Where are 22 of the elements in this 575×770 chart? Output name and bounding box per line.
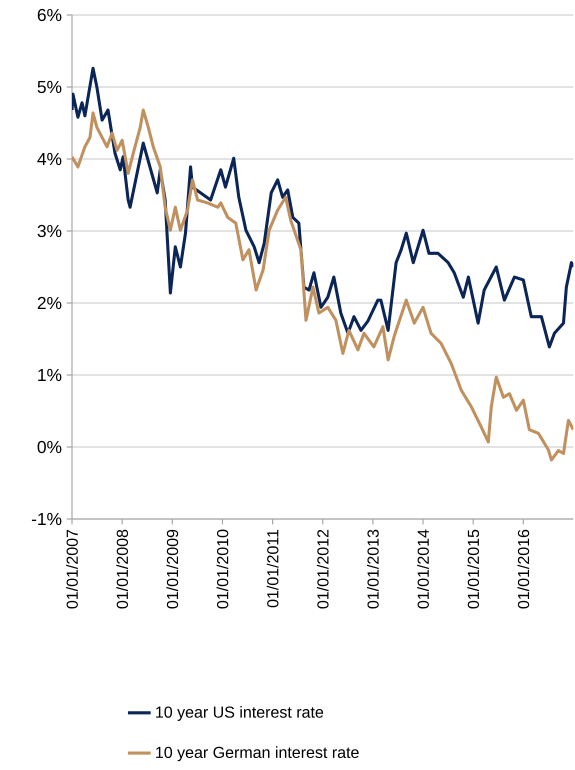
legend-label: 10 year German interest rate: [156, 746, 359, 762]
x-tick-label: 01/01/2010: [216, 530, 228, 608]
y-tick-label: 3%: [38, 224, 62, 238]
y-tick-label: 5%: [38, 80, 62, 94]
y-tick-label: 1%: [38, 368, 62, 382]
y-tick-label: 6%: [38, 8, 62, 22]
x-tick-label: 01/01/2014: [417, 530, 429, 608]
x-tick-label: 01/01/2008: [116, 530, 128, 608]
y-tick-label: -1%: [32, 512, 62, 526]
x-tick-label: 01/01/2011: [266, 530, 278, 608]
x-tick-label: 01/01/2007: [66, 530, 78, 608]
line-series: [72, 108, 574, 462]
x-tick-label: 01/01/2013: [367, 530, 379, 608]
x-tick-label: 01/01/2012: [316, 530, 329, 608]
x-tick-label: 01/01/2016: [517, 530, 530, 608]
x-tick-label: 01/01/2015: [467, 530, 480, 608]
legend-label: 10 year US interest rate: [156, 706, 324, 721]
y-tick-label: 4%: [37, 152, 62, 166]
x-tick-label: 01/01/2009: [166, 530, 178, 608]
y-tick-label: 2%: [38, 296, 62, 310]
line-series: [72, 66, 574, 348]
y-tick-label: 0%: [38, 440, 62, 454]
